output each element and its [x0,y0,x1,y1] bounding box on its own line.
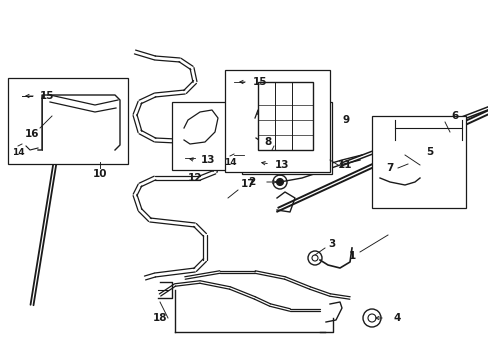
Text: 13: 13 [201,155,215,165]
Text: 6: 6 [450,111,458,121]
Bar [258,82,312,150]
Bar [8,78,128,164]
Text: 17: 17 [240,179,255,189]
Bar [224,70,329,172]
Text: 8: 8 [264,137,271,147]
Text: 7: 7 [386,163,393,173]
Text: 10: 10 [93,169,107,179]
Text: 4: 4 [392,313,400,323]
Text: 1: 1 [347,251,355,261]
Text: 15: 15 [40,91,54,101]
Text: 5: 5 [426,147,433,157]
Text: 12: 12 [187,173,202,183]
Bar [242,102,331,174]
Text: 18: 18 [152,313,167,323]
Text: 13: 13 [274,160,289,170]
Text: 14: 14 [223,158,236,166]
Text: 15: 15 [252,77,267,87]
Text: 14: 14 [12,148,24,157]
Text: 11: 11 [337,160,351,170]
Bar [172,102,229,170]
Text: 16: 16 [25,129,39,139]
Text: 3: 3 [328,239,335,249]
Circle shape [276,179,283,185]
Text: 2: 2 [248,177,255,187]
Bar [371,116,465,208]
Text: 9: 9 [342,115,349,125]
